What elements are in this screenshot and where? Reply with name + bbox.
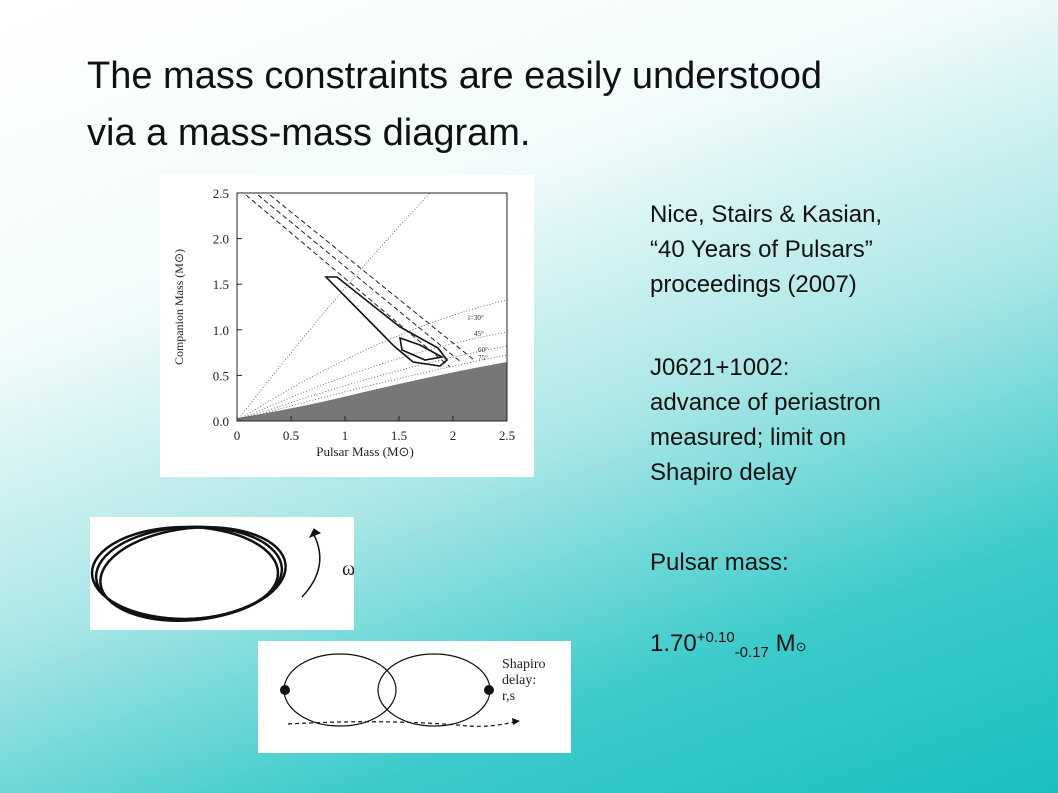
x-tick-label: 0 (234, 428, 241, 443)
text-line: Nice, Stairs & Kasian, (650, 201, 883, 228)
text-line: measured; limit on (650, 424, 847, 451)
x-tick-label: 2 (450, 428, 457, 443)
inclination-label: 60° (478, 346, 488, 354)
text-line: proceedings (2007) (650, 271, 857, 298)
result-label: Pulsar mass: (650, 549, 789, 576)
orbit-diagram: ω̇ (90, 517, 354, 630)
shapiro-diagram: Shapiro delay: r,s (258, 641, 571, 753)
inclination-label: i=30° (468, 314, 484, 322)
confidence-contour (398, 336, 445, 361)
shapiro-label: Shapiro (502, 657, 546, 672)
x-tick-label: 1.5 (391, 428, 407, 443)
excluded-region (237, 362, 507, 421)
y-tick-label: 1.5 (213, 277, 229, 292)
slide-title: The mass constraints are easily understo… (87, 48, 822, 162)
text-line: Shapiro delay (650, 459, 797, 486)
y-tick-label: 0.0 (213, 414, 229, 429)
text-line: J0621+1002: (650, 354, 790, 381)
measurement: J0621+1002: advance of periastron measur… (650, 350, 881, 490)
plot-frame (236, 192, 508, 422)
x-tick-label: 2.5 (499, 428, 515, 443)
y-tick-label: 2.0 (213, 232, 229, 247)
y-tick-label: 1.0 (213, 323, 229, 338)
inclination-label: 45° (474, 330, 484, 338)
result-value: 1.70 (650, 630, 697, 657)
y-tick-label: 0.5 (213, 368, 229, 383)
y-tick-label: 2.5 (213, 186, 229, 201)
shapiro-label: r,s (502, 689, 515, 704)
mass-mass-figure: Companion Mass (M⊙) Pulsar Mass (M⊙) 0 0.… (160, 175, 534, 477)
shapiro-label: delay: (502, 673, 536, 688)
text-line: “40 Years of Pulsars” (650, 236, 873, 263)
title-line: via a mass-mass diagram. (87, 112, 531, 154)
result-plus: +0.10 (696, 629, 735, 646)
confidence-contour (324, 276, 449, 367)
reference: Nice, Stairs & Kasian, “40 Years of Puls… (650, 197, 882, 302)
inclination-label: 75° (478, 354, 488, 362)
x-tick-label: 1 (342, 428, 349, 443)
y-axis-label: Companion Mass (M⊙) (172, 249, 186, 365)
periastron-band (245, 194, 475, 368)
x-tick-label: 0.5 (283, 428, 299, 443)
result-minus: -0.17 (734, 643, 769, 661)
result: 1.70+0.10-0.17 M⊙ (650, 620, 806, 670)
inclination-curves (236, 192, 508, 422)
result-unit: M (775, 630, 796, 657)
x-axis-label: Pulsar Mass (M⊙) (316, 444, 414, 459)
result-symbol: ⊙ (795, 639, 807, 654)
text-line: advance of periastron (650, 389, 881, 416)
orbit-label: ω̇ (342, 558, 354, 580)
title-line: The mass constraints are easily understo… (87, 55, 823, 97)
